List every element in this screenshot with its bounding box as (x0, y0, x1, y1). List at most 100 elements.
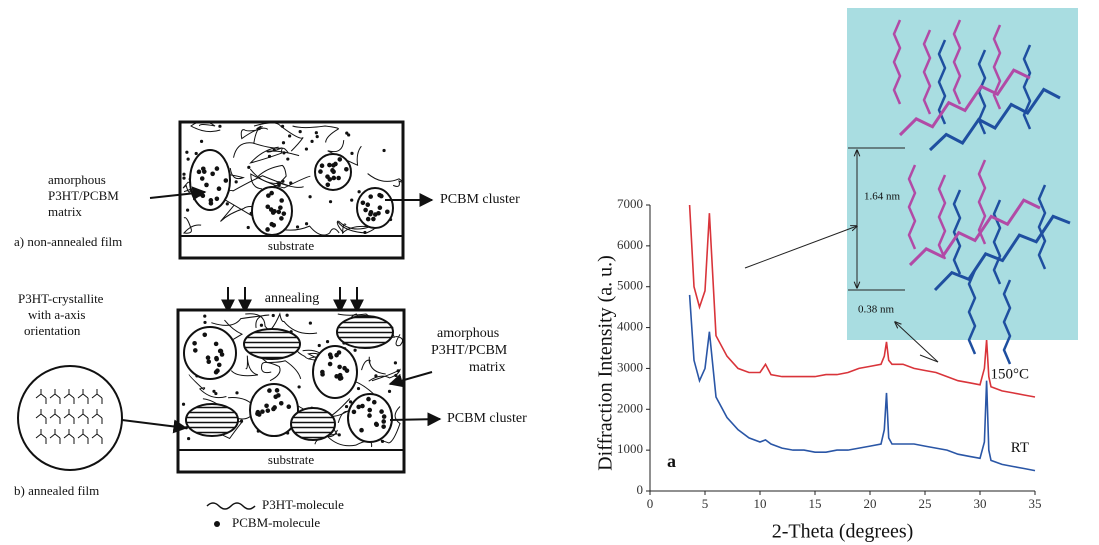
dot (365, 202, 371, 208)
dot (182, 172, 186, 176)
x-tick-label: 35 (1029, 496, 1042, 511)
dot (247, 165, 251, 169)
annealing-label: annealing (265, 291, 319, 306)
chain (230, 355, 259, 377)
inset-bg (847, 8, 1078, 340)
dot (205, 355, 211, 361)
dot (260, 409, 265, 414)
dot (278, 205, 283, 210)
cluster-label: PCBM cluster (447, 411, 527, 426)
y-tick-label: 7000 (617, 196, 643, 211)
chain (337, 220, 370, 235)
side-chain (992, 199, 1002, 285)
caption: a) non-annealed film (14, 234, 122, 249)
chain (190, 121, 221, 133)
matrix-label: amorphous (437, 326, 499, 341)
dot (360, 403, 365, 409)
side-chain (967, 269, 977, 355)
arrow (389, 412, 442, 427)
backbone (898, 68, 1031, 137)
matrix-label: P3HT/PCBM (48, 188, 119, 203)
dot (216, 186, 222, 192)
dot (308, 195, 312, 199)
crystallite-label: P3HT-crystallite (18, 291, 104, 306)
y-tick-label: 2000 (617, 400, 643, 415)
dot (267, 154, 272, 158)
dot (235, 391, 239, 395)
dot (304, 222, 309, 226)
chain (282, 225, 340, 236)
dot (203, 320, 207, 325)
substrate-label: substrate (268, 238, 314, 253)
y-tick-label: 5000 (617, 278, 643, 293)
dot (315, 135, 319, 139)
dot (204, 182, 209, 188)
dot (266, 193, 271, 198)
dot (272, 405, 277, 410)
dot (359, 427, 364, 433)
side-chain (937, 39, 947, 125)
dot (202, 332, 208, 338)
chain (260, 361, 281, 382)
dot (371, 399, 377, 405)
dot (272, 208, 277, 214)
dot (365, 216, 371, 222)
side-chain (1022, 44, 1032, 130)
matrix-label: amorphous (48, 172, 106, 187)
dot (194, 151, 198, 156)
dot (281, 141, 286, 145)
chain (188, 374, 227, 399)
side-chain (952, 189, 962, 275)
dot (381, 414, 387, 419)
dot (380, 439, 385, 443)
legend-line (206, 502, 256, 510)
dot (278, 400, 284, 406)
series-label: 150°C (990, 366, 1029, 382)
dot (298, 130, 302, 134)
domain (356, 187, 394, 229)
domain (183, 326, 237, 380)
dot (277, 183, 281, 187)
dot (289, 181, 293, 185)
monomer (63, 389, 75, 404)
dot (367, 413, 372, 418)
cluster-label: PCBM cluster (440, 192, 520, 207)
monomer (63, 409, 75, 424)
dot (272, 148, 276, 152)
dot (331, 169, 336, 175)
side-chain (907, 164, 917, 250)
dot (199, 176, 205, 181)
dot (328, 200, 333, 204)
dot (348, 400, 353, 404)
dot (181, 402, 186, 406)
chain (292, 125, 339, 143)
dot (185, 150, 189, 154)
dot (327, 177, 333, 182)
monomer (35, 389, 47, 404)
dot (271, 313, 275, 318)
dot (297, 385, 301, 389)
dot (385, 209, 390, 215)
dot (381, 424, 386, 429)
dot (351, 409, 357, 415)
dot (356, 404, 361, 410)
chain (367, 173, 404, 187)
matrix-label: matrix (469, 360, 506, 375)
monomer (49, 409, 61, 424)
dot (342, 365, 347, 371)
dot (187, 436, 191, 441)
dot (327, 361, 333, 367)
dot (387, 389, 392, 393)
dot (193, 348, 198, 353)
dot (208, 198, 214, 203)
x-tick-label: 20 (864, 496, 877, 511)
dot (265, 204, 271, 210)
dot (234, 180, 238, 184)
dot (310, 139, 314, 143)
dot (182, 176, 186, 180)
monomer (91, 429, 103, 444)
series-line (688, 204, 1036, 398)
dot (213, 369, 219, 375)
y-tick-label: 4000 (617, 319, 643, 334)
